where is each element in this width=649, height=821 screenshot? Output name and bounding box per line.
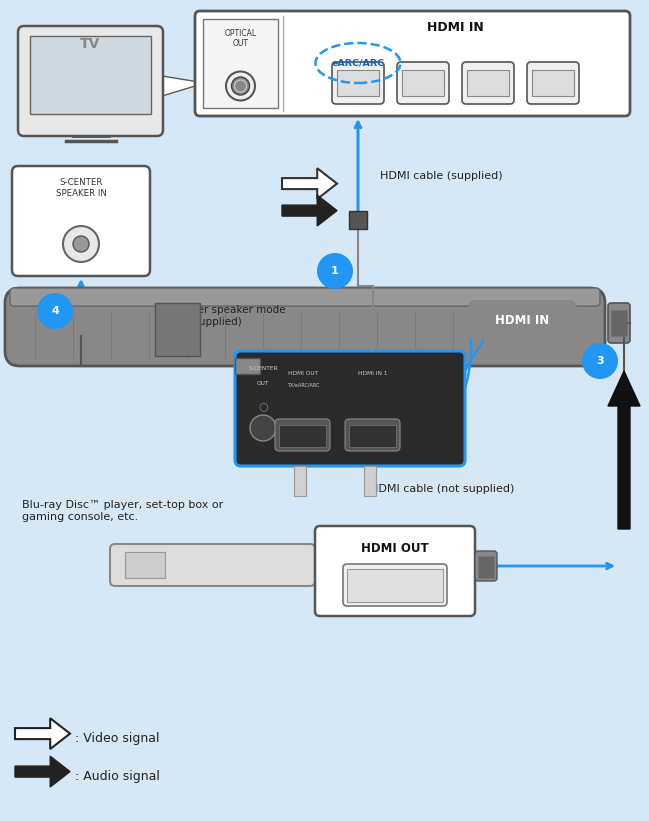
Text: TV center speaker mode
cable (supplied): TV center speaker mode cable (supplied): [158, 305, 286, 327]
Text: TV: TV: [80, 37, 101, 51]
Text: TX/eARC/ARC: TX/eARC/ARC: [287, 383, 319, 388]
FancyBboxPatch shape: [195, 11, 630, 116]
Bar: [279, 425, 326, 447]
Polygon shape: [15, 756, 70, 787]
Text: ○: ○: [258, 401, 268, 411]
FancyBboxPatch shape: [345, 419, 400, 451]
Text: 3: 3: [596, 356, 604, 366]
Polygon shape: [282, 168, 337, 199]
FancyBboxPatch shape: [12, 166, 150, 276]
FancyBboxPatch shape: [10, 288, 600, 306]
Text: S-CENTER: S-CENTER: [248, 365, 278, 370]
FancyBboxPatch shape: [235, 351, 465, 466]
FancyBboxPatch shape: [315, 526, 475, 616]
Text: HDMI IN: HDMI IN: [427, 21, 484, 34]
Bar: [347, 569, 443, 602]
Text: HDMI IN: HDMI IN: [495, 314, 550, 327]
FancyBboxPatch shape: [470, 301, 575, 339]
Bar: [402, 70, 444, 96]
Text: HDMI OUT: HDMI OUT: [361, 542, 429, 554]
Circle shape: [250, 415, 276, 441]
Bar: [364, 466, 376, 496]
Bar: [349, 211, 367, 229]
Circle shape: [232, 77, 249, 95]
Bar: [30, 36, 151, 114]
Text: HDMI IN 1: HDMI IN 1: [358, 370, 387, 375]
Polygon shape: [282, 195, 337, 226]
Bar: [294, 466, 306, 496]
Bar: [478, 556, 494, 578]
Bar: [125, 552, 165, 578]
Text: OUT: OUT: [257, 380, 269, 386]
FancyBboxPatch shape: [608, 303, 630, 343]
Polygon shape: [162, 76, 205, 96]
Text: OPTICAL
OUT: OPTICAL OUT: [225, 29, 256, 48]
FancyBboxPatch shape: [110, 544, 315, 586]
Bar: [203, 19, 278, 108]
Text: 1: 1: [331, 266, 339, 276]
Text: HDMI cable (not supplied): HDMI cable (not supplied): [370, 484, 515, 494]
Circle shape: [582, 343, 618, 379]
FancyBboxPatch shape: [527, 62, 579, 104]
Bar: [337, 70, 379, 96]
FancyBboxPatch shape: [332, 62, 384, 104]
Circle shape: [73, 236, 89, 252]
Bar: [349, 425, 396, 447]
FancyBboxPatch shape: [343, 564, 447, 606]
FancyBboxPatch shape: [5, 288, 605, 366]
Text: 4: 4: [51, 306, 59, 316]
Text: eARC/ARC: eARC/ARC: [332, 58, 385, 67]
Text: : Audio signal: : Audio signal: [75, 769, 160, 782]
Bar: [155, 303, 200, 356]
Polygon shape: [608, 371, 640, 529]
FancyBboxPatch shape: [475, 551, 497, 581]
FancyBboxPatch shape: [397, 62, 449, 104]
Text: Blu-ray Disc™ player, set-top box or
gaming console, etc.: Blu-ray Disc™ player, set-top box or gam…: [22, 500, 223, 522]
Circle shape: [37, 293, 73, 329]
Text: HDMI OUT: HDMI OUT: [288, 370, 318, 375]
Text: S-CENTER
SPEAKER IN: S-CENTER SPEAKER IN: [56, 178, 106, 198]
Bar: [235, 358, 260, 374]
Bar: [467, 70, 509, 96]
Polygon shape: [15, 718, 70, 749]
FancyBboxPatch shape: [275, 419, 330, 451]
Text: : Video signal: : Video signal: [75, 732, 160, 745]
Circle shape: [317, 253, 353, 289]
Circle shape: [226, 71, 255, 100]
FancyBboxPatch shape: [462, 62, 514, 104]
Bar: [611, 310, 627, 336]
Circle shape: [63, 226, 99, 262]
FancyBboxPatch shape: [18, 26, 163, 136]
Bar: [532, 70, 574, 96]
Text: HDMI cable (supplied): HDMI cable (supplied): [380, 171, 502, 181]
